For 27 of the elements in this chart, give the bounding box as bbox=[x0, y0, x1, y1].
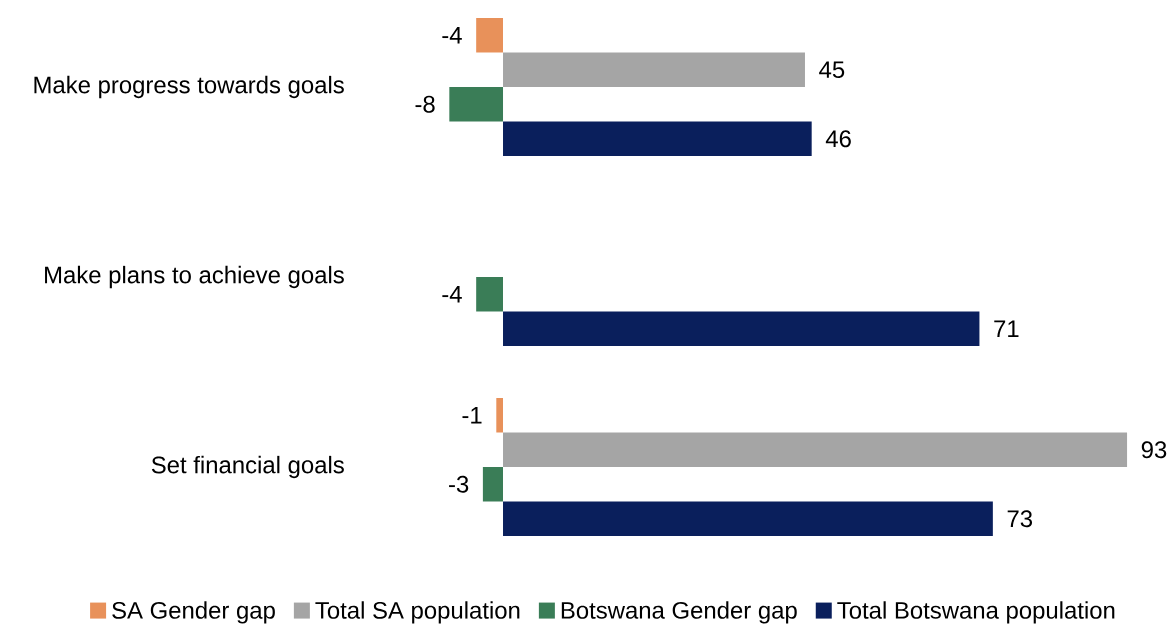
y-tick-label: Set financial goals bbox=[151, 455, 344, 479]
bar bbox=[449, 87, 504, 122]
bar bbox=[482, 467, 504, 502]
bar bbox=[503, 121, 812, 156]
legend-label: Botswana Gender gap bbox=[561, 601, 797, 624]
bar bbox=[476, 277, 504, 312]
data-label: 46 bbox=[825, 130, 851, 148]
bar bbox=[496, 398, 504, 433]
legend-label: Total SA population bbox=[315, 601, 520, 624]
y-tick-label: Make plans to achieve goals bbox=[45, 265, 344, 289]
data-label: -8 bbox=[415, 95, 435, 113]
data-label: 71 bbox=[994, 320, 1019, 337]
data-label: 45 bbox=[819, 61, 845, 79]
data-label: -4 bbox=[442, 286, 462, 303]
data-label: -3 bbox=[449, 475, 469, 493]
data-label: 73 bbox=[1007, 510, 1033, 528]
bar bbox=[503, 501, 993, 536]
bar bbox=[503, 52, 805, 87]
data-label: -1 bbox=[462, 407, 482, 424]
bar bbox=[476, 17, 504, 53]
bar bbox=[503, 432, 1128, 467]
legend-label: Total Botswana population bbox=[837, 601, 1115, 624]
legend-label: SA Gender gap bbox=[112, 601, 275, 624]
data-label: -4 bbox=[442, 27, 462, 44]
y-tick-label: Make progress towards goals bbox=[34, 75, 344, 99]
data-label: 93 bbox=[1141, 441, 1167, 459]
bar bbox=[503, 311, 980, 346]
